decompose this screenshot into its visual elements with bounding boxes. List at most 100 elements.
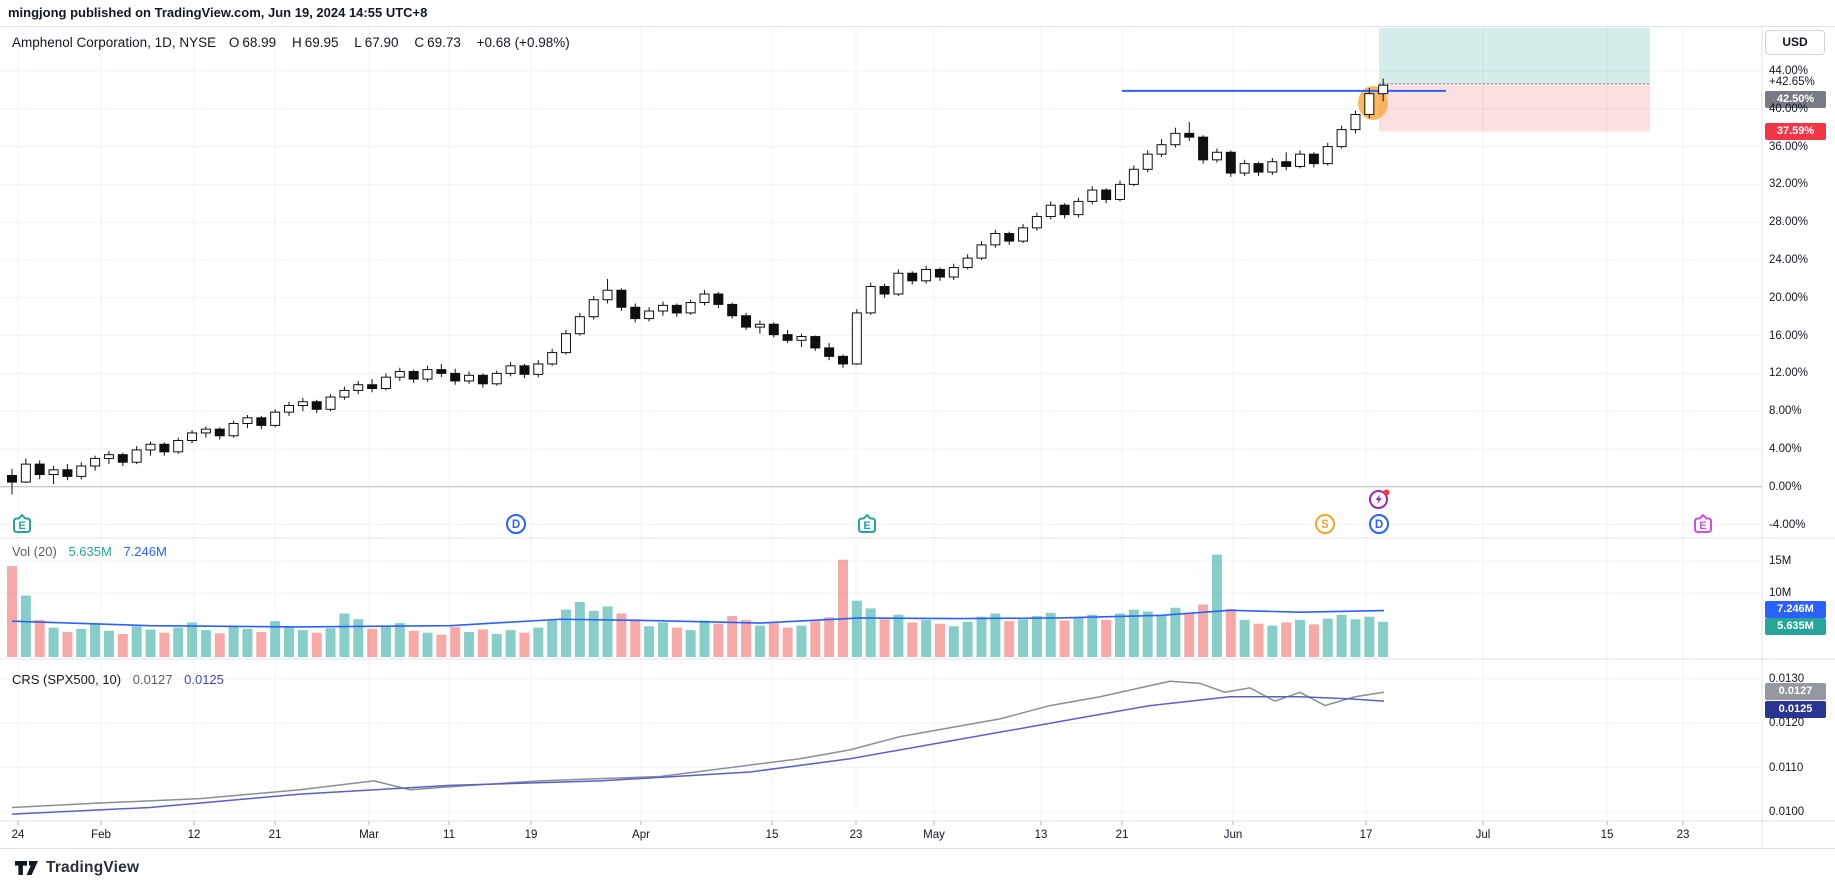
volume-bar: [145, 629, 156, 657]
candle-body: [7, 474, 17, 483]
volume-bar: [741, 619, 752, 657]
volume-bar: [1115, 613, 1125, 657]
candle-body: [893, 272, 904, 295]
earnings-icon[interactable]: E: [855, 512, 879, 536]
split-icon[interactable]: S: [1313, 512, 1337, 536]
candle-body: [311, 401, 322, 410]
time-tick-label: May: [923, 829, 945, 841]
volume-bar: [561, 609, 571, 657]
volume-bar: [671, 627, 682, 657]
chart-canvas[interactable]: [0, 27, 1835, 848]
flash-icon[interactable]: [1367, 487, 1391, 511]
candle-body: [768, 323, 779, 336]
volume-bar: [200, 630, 211, 657]
volume-bar: [242, 628, 253, 657]
volume-bar: [7, 566, 17, 657]
volume-pane-legend: Vol (20) 5.635M 7.246M: [12, 544, 167, 559]
time-tick-label: Jul: [1475, 829, 1491, 841]
stop-loss-badge: 37.59%: [1765, 123, 1826, 140]
volume-bar: [547, 619, 558, 657]
candle-body: [408, 371, 419, 380]
candle-body: [657, 304, 668, 312]
position-entry-axis-label: +42.65%: [1769, 76, 1815, 88]
candle-body: [1336, 129, 1347, 148]
time-scale[interactable]: [0, 821, 1762, 848]
tradingview-logo-text: TradingView: [46, 859, 140, 876]
earnings-future-icon[interactable]: E: [1691, 512, 1715, 536]
tradingview-logo[interactable]: TradingView: [14, 856, 139, 880]
candle-body: [602, 289, 613, 301]
volume-bar: [533, 627, 544, 657]
volume-bar: [1184, 612, 1195, 657]
volume-bar: [173, 627, 184, 657]
volume-bar: [436, 634, 447, 657]
volume-bar: [768, 623, 779, 657]
volume-bar: [1364, 616, 1375, 657]
time-tick-label: Mar: [359, 829, 379, 841]
volume-bar: [34, 619, 45, 657]
volume-bar: [48, 627, 59, 657]
volume-bar: [90, 623, 101, 657]
svg-text:S: S: [1321, 519, 1329, 531]
candle-body: [505, 365, 516, 374]
candle-body: [339, 389, 350, 398]
candle-body: [117, 454, 128, 463]
crs-ma-value: 0.0125: [184, 672, 224, 687]
candle-body: [921, 268, 932, 282]
crs-tick-label: 0.0100: [1769, 805, 1805, 818]
time-tick-label: 24: [11, 829, 25, 841]
volume-indicator-label: Vol (20): [12, 544, 57, 559]
dividend-icon[interactable]: D: [504, 512, 528, 536]
crs-indicator-label: CRS (SPX500, 10): [12, 672, 122, 687]
volume-bar: [976, 616, 987, 657]
volume-bar: [1295, 619, 1306, 657]
candle-body: [477, 374, 488, 385]
svg-text:D: D: [1375, 519, 1383, 531]
currency-toggle-button[interactable]: USD: [1765, 30, 1825, 55]
candle-body: [1059, 204, 1070, 216]
candle-body: [173, 439, 184, 453]
ohlc-low: L 67.90: [354, 35, 399, 50]
candle-body: [588, 299, 599, 318]
candle-body: [1128, 168, 1139, 185]
candle-body: [990, 233, 1001, 246]
candle-body: [450, 372, 461, 382]
candle-body: [754, 323, 765, 328]
candle-body: [62, 469, 73, 477]
candle-body: [644, 310, 655, 320]
candle-body: [574, 316, 585, 335]
volume-bar: [962, 621, 973, 657]
candle-body: [741, 315, 752, 328]
volume-bar: [1087, 614, 1098, 657]
dividend-icon[interactable]: D: [1367, 512, 1391, 536]
candle-body: [367, 384, 378, 390]
volume-ma-badge: 7.246M: [1765, 601, 1826, 618]
candle-body: [103, 454, 114, 459]
candle-body: [1018, 227, 1029, 242]
volume-bar: [380, 625, 391, 657]
change-value: +0.68 (+0.98%): [476, 35, 570, 50]
volume-bar: [1267, 625, 1278, 657]
volume-bar: [727, 616, 738, 657]
candle-body: [713, 293, 724, 305]
volume-bar: [1211, 554, 1222, 657]
volume-bar: [630, 619, 641, 657]
volume-bar: [1045, 612, 1056, 657]
volume-bar: [1018, 619, 1029, 657]
volume-bar: [1308, 624, 1319, 657]
candle-body: [20, 463, 31, 483]
earnings-icon[interactable]: E: [10, 512, 34, 536]
time-tick-label: 13: [1034, 829, 1048, 841]
candle-body: [1045, 204, 1056, 218]
candle-body: [214, 428, 225, 437]
long-position-profit-zone[interactable]: [1379, 28, 1650, 84]
candle-body: [242, 417, 253, 424]
volume-bar: [20, 595, 31, 657]
volume-bar: [1239, 619, 1250, 657]
volume-bar: [325, 628, 336, 657]
candle-body: [727, 303, 738, 317]
candle-body: [1322, 146, 1333, 165]
price-tick-label: 12.00%: [1769, 367, 1809, 380]
